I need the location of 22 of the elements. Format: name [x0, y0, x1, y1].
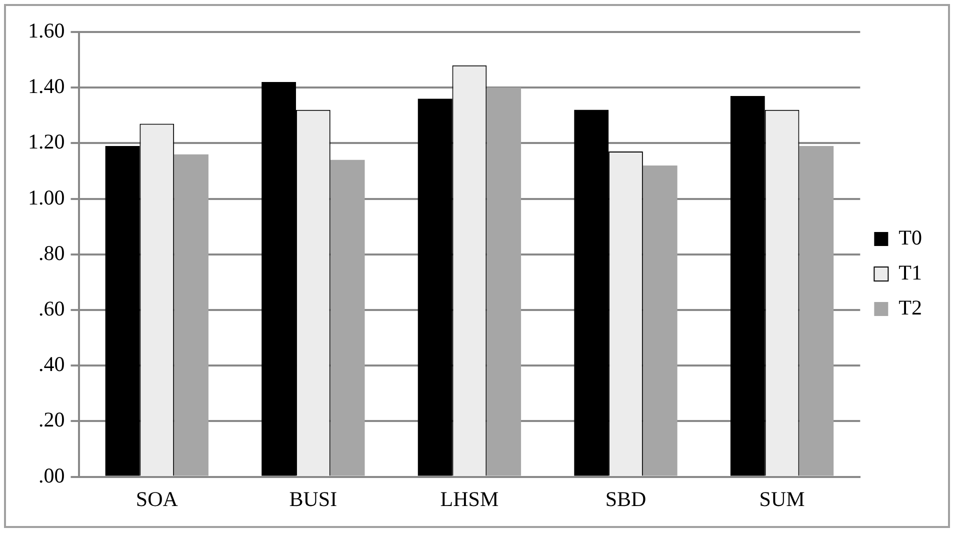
x-tick-label: LHSM: [440, 486, 499, 511]
bar: [799, 146, 834, 476]
bar: [486, 88, 522, 476]
legend-label: T2: [898, 296, 922, 320]
y-tick-label: 1.00: [28, 185, 65, 210]
x-tick-label: BUSI: [289, 486, 338, 511]
y-tick-label: .20: [38, 408, 65, 432]
x-tick-label: SOA: [136, 486, 179, 511]
y-tick-label: 1.40: [28, 74, 65, 98]
bar: [642, 165, 678, 476]
legend-label: T0: [898, 226, 922, 250]
legend-label: T1: [898, 260, 922, 285]
x-tick-label: SBD: [605, 486, 646, 511]
y-tick-label: .00: [38, 463, 65, 488]
y-tick-label: .80: [38, 240, 65, 265]
y-tick-label: .40: [38, 352, 65, 376]
y-tick-label: 1.20: [28, 130, 65, 154]
y-tick-label: 1.60: [28, 18, 65, 43]
bar: [174, 154, 208, 476]
y-tick-label: .60: [38, 296, 65, 321]
x-tick-label: SUM: [759, 486, 806, 511]
bar: [330, 160, 365, 476]
